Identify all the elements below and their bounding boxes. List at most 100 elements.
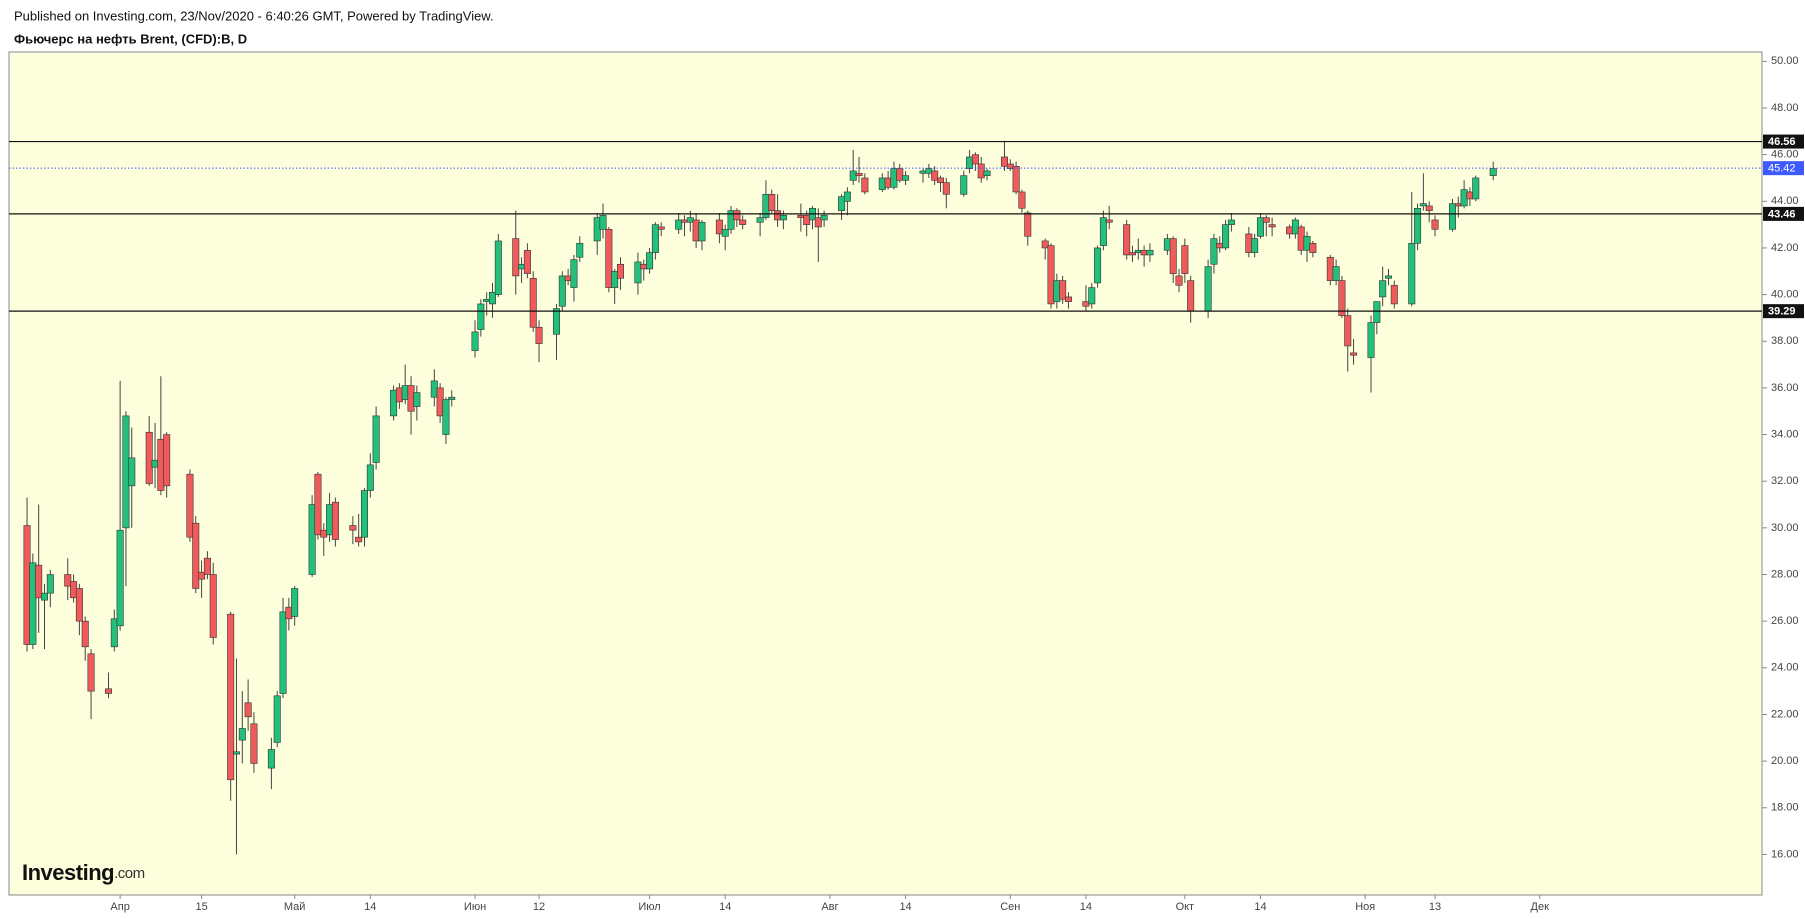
watermark-suffix: .com [114,865,145,882]
candle-body [1384,275,1392,279]
y-tick-label: 36.00 [1771,382,1799,394]
price-label-box [1763,206,1804,221]
candle-body [518,263,526,270]
axis-layer: 16.00 18.00 20.00 22.00 24.00 26.00 28.00 30.00… [110,55,1798,913]
x-tick-label: Ноя [1355,901,1375,913]
candle-body [308,504,316,575]
candle-body [1222,224,1230,249]
candle-body [1123,224,1131,256]
candle-body [40,592,48,601]
x-tick-label: Апр [110,901,129,913]
candle-body [971,154,979,165]
candle-body [1094,247,1102,284]
candle-body [646,252,654,270]
y-tick-label: 30.00 [1771,522,1799,534]
candle-body [1024,212,1032,237]
candle-body [401,385,409,400]
publish-header: Published on Investing.com, 23/Nov/2020 … [14,8,494,23]
candle-body [366,464,374,491]
candle-body [186,473,194,538]
candle-body [326,504,334,536]
candle-body [902,175,910,181]
candle-body [23,525,31,645]
x-tick-label: Июл [638,901,660,913]
candle-body [1204,266,1212,312]
candle-body [774,210,782,221]
y-tick-label: 40.00 [1771,288,1799,300]
candle-body [1425,205,1433,211]
candle-body [1140,249,1148,256]
price-label: 43.46 [1768,208,1796,220]
candle-body [471,331,479,351]
candle-body [1216,242,1224,249]
candle-body [1146,249,1154,256]
candle-body [104,688,112,694]
candle-body [1414,207,1422,244]
candle-body [1350,352,1358,356]
y-tick-label: 46.00 [1771,149,1799,161]
candle-body [70,581,78,599]
candle-body [87,653,95,692]
candle-body [675,219,683,230]
y-tick-label: 16.00 [1771,848,1799,860]
candle-body [1105,219,1113,223]
candle-body [1472,177,1480,200]
candle-body [756,217,764,223]
watermark-brand: Investing [22,860,114,885]
candle-body [1088,287,1096,305]
candle-body [1187,280,1195,312]
candle-body [157,438,165,491]
candle-body [244,702,252,718]
candle-body [279,611,287,694]
candle-body [355,536,363,543]
candle-body [488,291,496,305]
candle-body [1286,226,1294,235]
candle-body [360,490,368,538]
candle-body [1291,219,1299,235]
price-label-box [1763,134,1804,149]
candle-body [849,170,857,181]
candle-body [1210,238,1218,265]
candle-body [1227,219,1235,225]
candle-body [1018,191,1026,209]
candle-body [1297,226,1305,251]
candle-body [116,529,124,627]
candle-body [198,571,206,580]
candle-body [1373,301,1381,323]
candle-body [145,431,153,484]
candle-body [797,214,805,218]
candle-body [1408,242,1416,305]
candle-body [558,275,566,307]
candle-body [564,275,572,281]
x-tick-label: Окт [1176,901,1195,913]
price-label-box [1763,304,1804,319]
candle-body [349,525,357,531]
candle-body [570,259,578,288]
candle-body [81,620,89,648]
candle-body [960,175,968,195]
candle-body [238,728,246,741]
candle-body [407,385,415,412]
candle-body [599,214,607,230]
candle-body [29,562,37,645]
candle-body [209,574,217,638]
candles [23,140,1497,855]
candle-body [820,214,828,221]
candle-body [477,303,485,330]
candle-body [512,238,520,277]
candle-body [640,263,648,270]
y-tick-label: 38.00 [1771,335,1799,347]
candle-body [390,389,398,417]
candle-body [1262,217,1270,223]
candle-body [372,415,380,463]
candle-body [46,574,54,594]
candle-body [1367,322,1375,358]
candle-body [739,219,747,225]
y-tick-label: 42.00 [1771,242,1799,254]
last-price-label: 45.42 [1768,163,1796,175]
candle-body [291,588,299,617]
candle-body [721,228,729,237]
candle-body [1460,189,1468,207]
x-tick-label: 14 [1254,901,1266,913]
watermark: Investing.com [22,860,145,885]
